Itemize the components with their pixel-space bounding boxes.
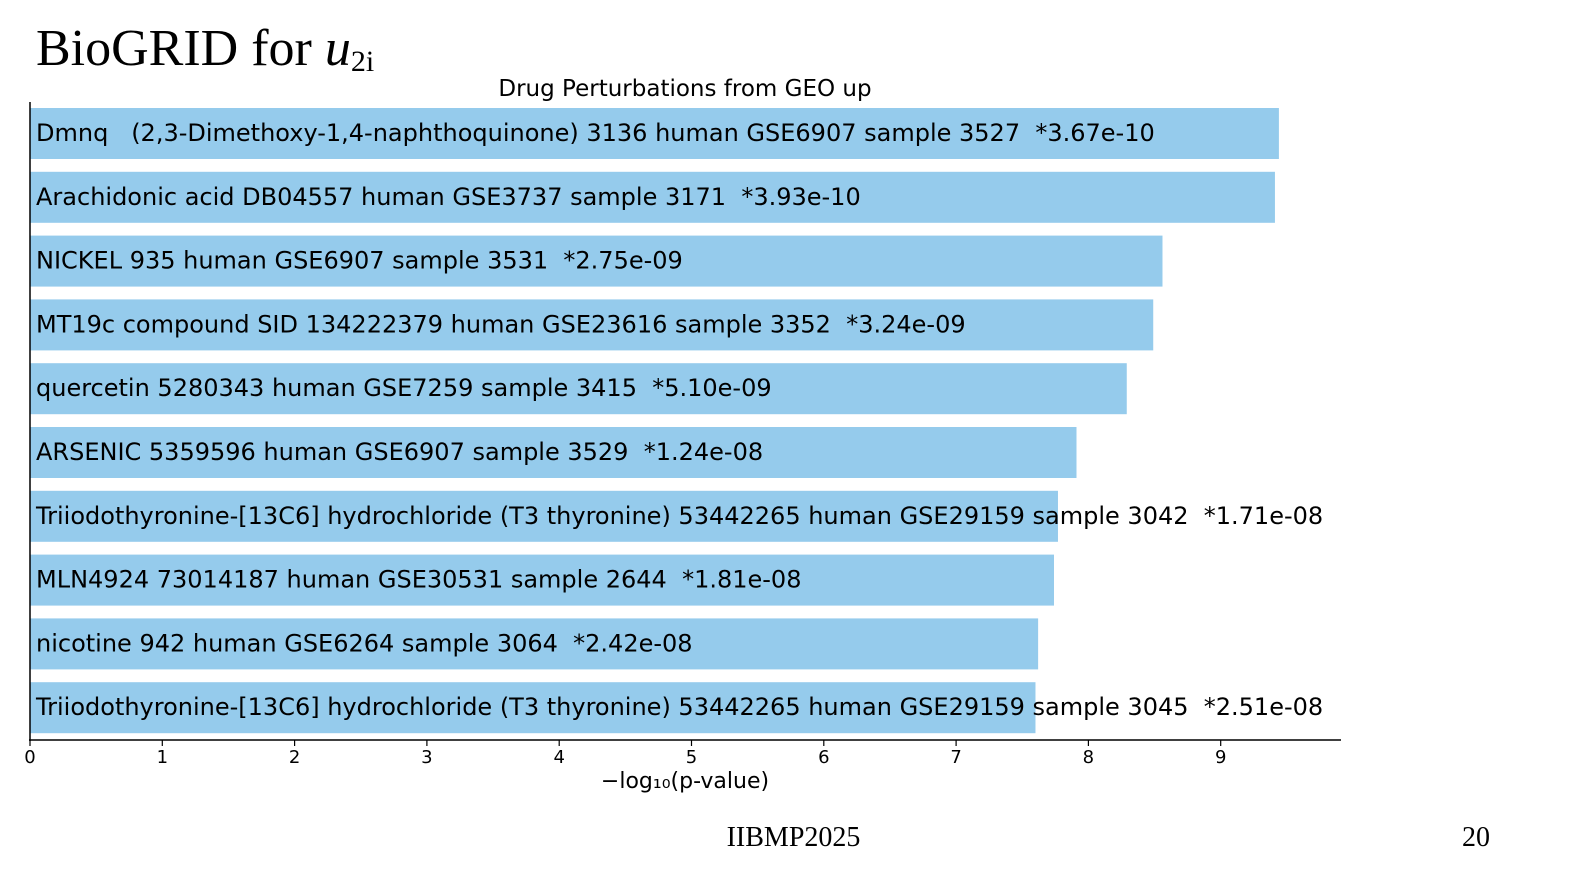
bar-9 (30, 618, 1039, 670)
bar-4 (30, 299, 1154, 351)
x-tick-label-2: 2 (289, 747, 300, 768)
slide-title: BioGRID for u2i (36, 18, 374, 80)
bar-label-10: Triiodothyronine-[13C6] hydrochloride (T… (35, 693, 1323, 721)
bar-6 (30, 427, 1077, 478)
x-tick-label-3: 3 (421, 747, 432, 768)
x-tick-label-0: 0 (24, 747, 35, 768)
footer-conference: IIBMP2025 (726, 822, 861, 853)
bar-label-2: Arachidonic acid DB04557 human GSE3737 s… (36, 183, 861, 211)
bar-label-5: quercetin 5280343 human GSE7259 sample 3… (36, 374, 772, 402)
x-tick-label-7: 7 (950, 747, 961, 768)
x-tick-label-5: 5 (686, 747, 697, 768)
x-ticks-layer: 0 1 2 3 4 5 6 7 8 9 (24, 740, 1226, 768)
x-axis-label: −log₁₀(p-value) (601, 769, 769, 794)
bar-1 (30, 108, 1279, 159)
x-tick-label-9: 9 (1215, 747, 1226, 768)
x-tick-label-1: 1 (157, 747, 168, 768)
bar-labels-layer: Dmnq (2,3-Dimethoxy-1,4-naphthoquinone) … (35, 119, 1323, 721)
bar-2 (30, 171, 1275, 223)
slide-title-prefix: BioGRID for (36, 20, 325, 77)
bar-label-9: nicotine 942 human GSE6264 sample 3064 *… (36, 629, 693, 657)
bar-label-1: Dmnq (2,3-Dimethoxy-1,4-naphthoquinone) … (36, 119, 1155, 147)
slide-title-subscript: 2i (350, 45, 375, 78)
x-tick-label-8: 8 (1083, 747, 1094, 768)
bar-label-6: ARSENIC 5359596 human GSE6907 sample 352… (36, 438, 763, 466)
x-tick-label-4: 4 (553, 747, 564, 768)
slide-title-variable: u (324, 20, 351, 77)
bar-5 (30, 363, 1127, 415)
x-tick-label-6: 6 (818, 747, 829, 768)
bar-label-8: MLN4924 73014187 human GSE30531 sample 2… (36, 566, 801, 594)
bars-layer (30, 108, 1279, 734)
chart-title: Drug Perturbations from GEO up (498, 76, 871, 102)
bar-label-7: Triiodothyronine-[13C6] hydrochloride (T… (35, 502, 1323, 530)
bar-7 (30, 490, 1058, 542)
page-number: 20 (1462, 822, 1490, 853)
bar-label-4: MT19c compound SID 134222379 human GSE23… (36, 310, 966, 338)
bar-8 (30, 554, 1055, 606)
bar-3 (30, 235, 1163, 287)
bar-label-3: NICKEL 935 human GSE6907 sample 3531 *2.… (36, 247, 683, 275)
bar-10 (30, 682, 1036, 734)
